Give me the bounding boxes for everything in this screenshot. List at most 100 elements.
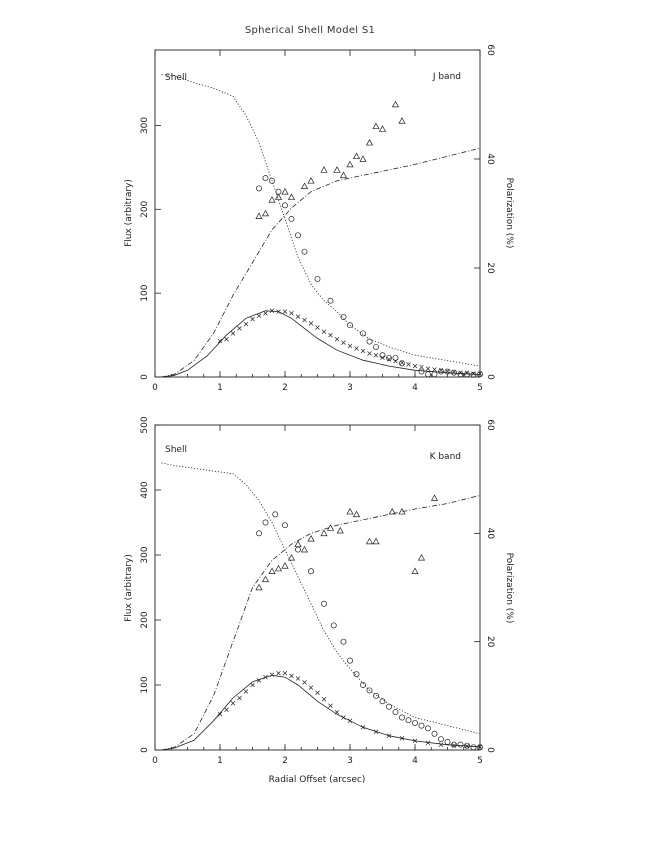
data-point-x <box>458 370 463 376</box>
data-point-triangle <box>346 160 354 168</box>
data-point-triangle <box>287 553 296 561</box>
data-point-circle <box>470 744 477 751</box>
data-point-x <box>256 678 262 683</box>
data-point-triangle <box>372 537 380 545</box>
y-left-tick-label: 400 <box>140 481 150 498</box>
data-point-x <box>282 671 288 676</box>
series-dashdot-line <box>161 147 481 378</box>
data-point-x <box>360 725 366 730</box>
data-point-circle <box>262 175 269 182</box>
data-point-triangle <box>307 177 315 184</box>
y-left-tick-label: 200 <box>140 611 150 628</box>
data-point-triangle <box>388 507 396 515</box>
y-right-tick-label: 0 <box>485 747 495 753</box>
data-point-circle <box>386 354 392 361</box>
data-point-triangle <box>261 575 270 583</box>
data-point-x <box>282 309 288 314</box>
data-point-circle <box>451 369 457 376</box>
data-point-circle <box>418 722 425 729</box>
data-point-x <box>315 690 320 696</box>
data-point-x <box>386 357 392 362</box>
y-left-tick-label: 0 <box>140 374 150 380</box>
data-point-x <box>373 352 379 358</box>
data-point-x <box>386 733 392 738</box>
data-point-x <box>445 368 450 374</box>
data-point-triangle <box>352 510 361 518</box>
x-tick-label: 1 <box>217 383 223 393</box>
data-point-circle <box>327 297 334 304</box>
data-point-circle <box>470 371 477 378</box>
data-point-circle <box>379 352 386 359</box>
data-point-triangle <box>307 535 315 542</box>
data-point-circle <box>288 215 295 222</box>
data-point-x <box>354 346 359 351</box>
series-dotted-line <box>161 462 481 735</box>
y-left-tick-label: 100 <box>140 676 150 693</box>
data-point-x <box>289 673 294 679</box>
y-axis-label-left: Flux (arbitrary) <box>124 554 134 622</box>
data-point-triangle <box>411 567 419 574</box>
data-point-x <box>321 329 327 334</box>
data-point-x <box>432 367 437 372</box>
data-point-triangle <box>398 117 406 124</box>
data-point-circle <box>444 368 451 375</box>
data-point-x <box>243 321 249 327</box>
data-point-circle <box>360 682 366 688</box>
data-point-x <box>464 370 470 376</box>
data-point-triangle <box>378 125 387 132</box>
series-solid-line <box>161 674 481 751</box>
data-point-circle <box>477 744 483 751</box>
data-point-x <box>425 740 431 746</box>
data-point-triangle <box>274 564 283 572</box>
x-tick-label: 1 <box>217 756 223 766</box>
y-left-tick-label: 200 <box>140 200 150 217</box>
y-right-tick-label: 20 <box>485 262 495 274</box>
data-point-circle <box>457 371 464 378</box>
data-point-x <box>230 700 236 706</box>
data-point-x <box>263 311 268 316</box>
data-point-triangle <box>281 187 289 195</box>
data-point-circle <box>418 368 425 375</box>
data-point-triangle <box>359 155 367 162</box>
data-point-circle <box>392 709 399 716</box>
data-point-circle <box>444 738 451 745</box>
data-point-x <box>341 715 346 720</box>
band-label: K band <box>430 452 461 462</box>
y-left-tick-label: 0 <box>140 747 150 753</box>
y-right-tick-label: 60 <box>485 419 495 431</box>
data-point-circle <box>314 275 321 282</box>
data-point-x <box>406 362 411 367</box>
data-point-circle <box>464 742 470 749</box>
data-point-circle <box>405 717 412 724</box>
data-point-x <box>237 695 242 701</box>
data-point-triangle <box>333 166 341 173</box>
data-point-x <box>419 364 424 370</box>
y-left-tick-label: 300 <box>140 117 150 134</box>
y-right-tick-label: 0 <box>485 374 495 380</box>
data-point-triangle <box>294 540 302 547</box>
data-point-circle <box>282 202 288 209</box>
data-point-circle <box>438 368 444 375</box>
data-point-circle <box>301 248 308 255</box>
data-point-circle <box>347 322 353 329</box>
data-point-triangle <box>391 100 400 108</box>
data-series <box>161 462 483 751</box>
data-point-triangle <box>268 567 276 574</box>
data-point-x <box>308 685 314 690</box>
data-point-circle <box>392 354 399 361</box>
data-point-x <box>276 309 281 314</box>
data-point-x <box>477 744 483 749</box>
y-right-tick-label: 60 <box>485 44 495 56</box>
x-tick-label: 0 <box>152 756 158 766</box>
data-point-circle <box>256 185 262 192</box>
data-point-x <box>393 358 398 364</box>
data-point-x <box>302 680 307 685</box>
panel-j-band: Shell J band Flux (arbitrary) Polarizati… <box>124 44 514 393</box>
data-point-x <box>341 340 346 345</box>
data-point-triangle <box>300 545 309 553</box>
data-point-triangle <box>372 122 380 130</box>
data-point-circle <box>269 177 275 184</box>
data-point-triangle <box>336 526 344 534</box>
